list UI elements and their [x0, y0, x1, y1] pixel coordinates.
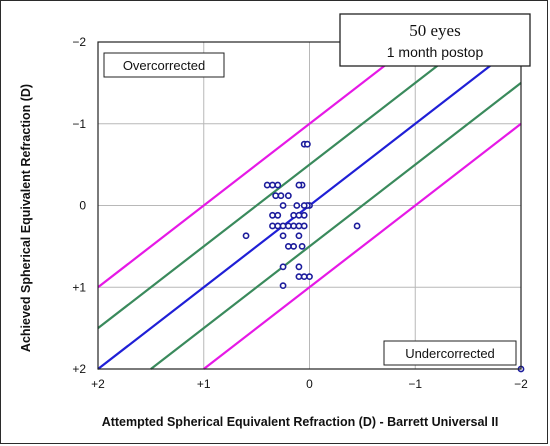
- plot-border: [97, 41, 522, 370]
- overcorrected-box: Overcorrected: [103, 52, 225, 78]
- x-tick-label: −2: [514, 377, 528, 391]
- data-point: [277, 192, 285, 200]
- y-tick-label: −1: [72, 117, 86, 131]
- eye-count: 50 eyes: [409, 21, 460, 40]
- y-tick-label: +1: [72, 280, 86, 294]
- data-point: [295, 181, 303, 189]
- data-point: [279, 263, 287, 271]
- undercorrected-box: Undercorrected: [383, 340, 517, 366]
- data-point: [269, 181, 276, 189]
- data-point: [274, 181, 282, 189]
- data-point: [353, 222, 361, 230]
- data-point: [269, 222, 276, 230]
- data-point: [295, 222, 303, 230]
- reference-line: [97, 41, 469, 329]
- x-tick-label: +1: [197, 377, 211, 391]
- data-point: [298, 242, 306, 250]
- y-tick-label: −2: [72, 35, 86, 49]
- x-axis-title: Attempted Spherical Equivalent Refractio…: [102, 415, 499, 429]
- data-point: [295, 211, 303, 219]
- x-tick-label: −1: [408, 377, 422, 391]
- data-point: [300, 202, 308, 209]
- data-point: [279, 232, 287, 240]
- reference-line: [97, 41, 416, 289]
- x-tick-label: +2: [91, 377, 105, 391]
- x-tick-label: 0: [306, 377, 313, 391]
- y-tick-label: +2: [72, 362, 86, 376]
- y-axis-title: Achieved Spherical Equivalent Refraction…: [19, 84, 33, 352]
- data-point: [242, 232, 250, 240]
- data-point: [274, 222, 282, 230]
- data-point: [306, 273, 313, 281]
- data-point: [290, 222, 298, 230]
- data-point: [303, 140, 311, 148]
- data-point: [279, 222, 287, 230]
- reference-line: [150, 82, 522, 370]
- data-point: [279, 202, 287, 209]
- data-point: [269, 211, 276, 219]
- overcorrected-label: Overcorrected: [123, 58, 205, 73]
- data-point: [274, 211, 282, 219]
- grid: [98, 42, 521, 369]
- data-point: [295, 273, 303, 281]
- data-points: [242, 140, 525, 373]
- data-point: [290, 211, 298, 219]
- data-point: [284, 242, 292, 250]
- data-point: [263, 181, 271, 189]
- data-point: [284, 192, 292, 200]
- y-tick-label: 0: [79, 199, 86, 213]
- reference-line: [203, 122, 522, 370]
- info-box: 50 eyes 1 month postop: [339, 13, 531, 67]
- data-point: [300, 211, 308, 219]
- tick-labels: +2 +1 0 −1 −2 −2 −1 0 +1 +2: [72, 35, 528, 391]
- data-point: [300, 273, 308, 281]
- data-point: [279, 282, 287, 290]
- data-point: [290, 242, 298, 250]
- data-point: [300, 222, 308, 230]
- data-point: [272, 192, 280, 200]
- data-point: [293, 202, 301, 209]
- data-point: [295, 263, 303, 271]
- data-point: [295, 232, 303, 240]
- postop-time: 1 month postop: [387, 44, 484, 60]
- undercorrected-label: Undercorrected: [405, 346, 495, 361]
- data-point: [284, 222, 292, 230]
